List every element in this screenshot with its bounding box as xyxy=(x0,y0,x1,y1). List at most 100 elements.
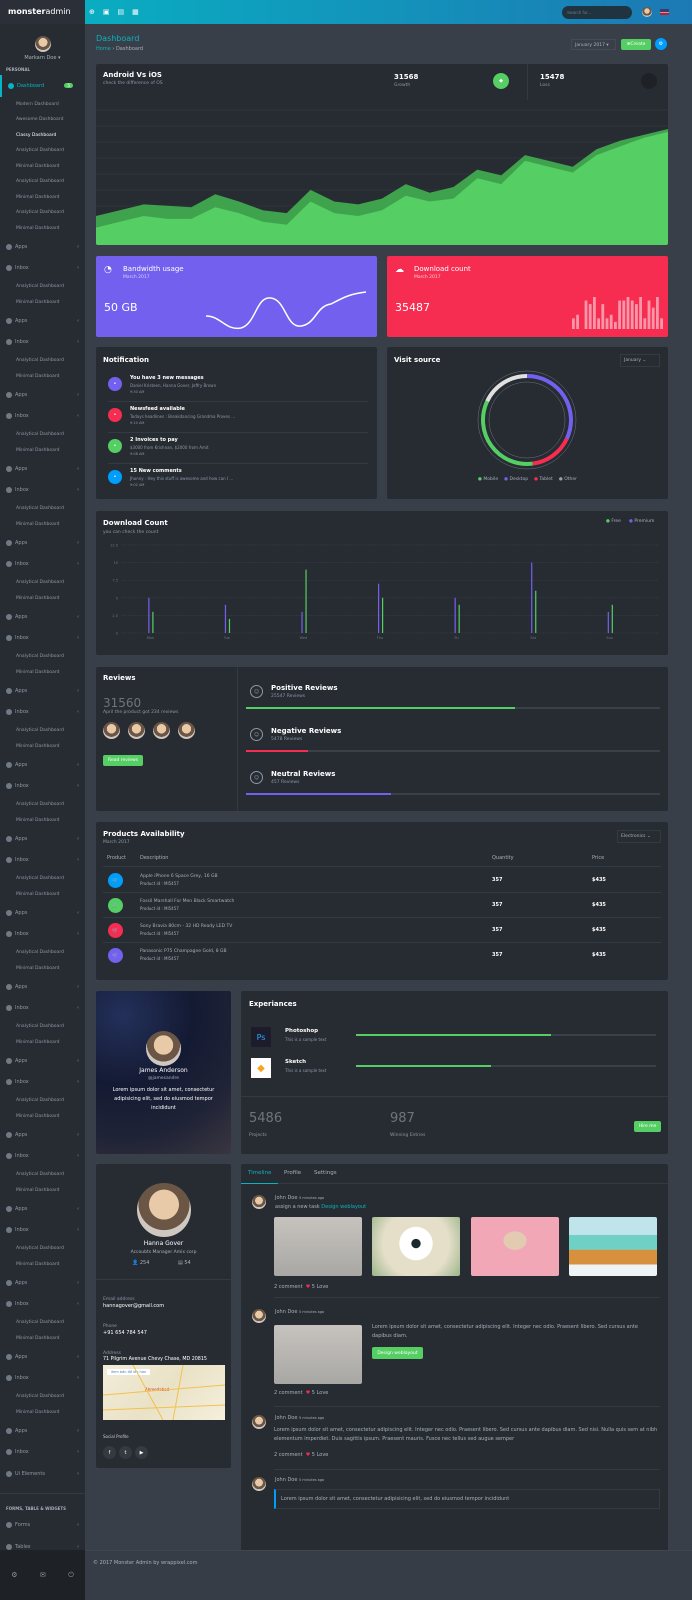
sidebar-item[interactable]: Inbox ‹ xyxy=(0,1146,85,1168)
sidebar-item[interactable]: Analytical Dashboard xyxy=(16,580,64,586)
sidebar-item[interactable]: Minimal Dashboard xyxy=(16,743,60,749)
logo[interactable]: monsteradmin xyxy=(0,0,85,24)
sidebar-item[interactable]: Inbox ‹ xyxy=(0,924,85,946)
cupcakes-photo[interactable] xyxy=(569,1217,657,1276)
sidebar-item[interactable]: Analytical Dashboard xyxy=(16,802,64,808)
sidebar-item[interactable]: Inbox ‹ xyxy=(0,332,85,354)
heart-icon[interactable]: ♥ xyxy=(305,1284,311,1290)
sidebar-item[interactable]: Minimal Dashboard xyxy=(16,225,60,231)
sidebar-item[interactable]: Analytical Dashboard xyxy=(16,654,64,660)
comment-link[interactable]: 2 comment xyxy=(274,1390,303,1396)
sidebar-item[interactable]: Forms ‹ xyxy=(0,1515,85,1537)
sidebar-item[interactable]: Inbox ‹ xyxy=(0,258,85,280)
sidebar-item[interactable]: Minimal Dashboard xyxy=(16,595,60,601)
sidebar-item[interactable]: Awesome Dashboard xyxy=(16,117,64,123)
sidebar-item[interactable]: Minimal Dashboard xyxy=(16,1261,60,1267)
sidebar-item[interactable]: Inbox ‹ xyxy=(0,1442,85,1464)
sidebar-item[interactable]: Minimal Dashboard xyxy=(16,163,60,169)
reviewer-avatar[interactable] xyxy=(128,722,145,739)
comment-link[interactable]: 2 comment xyxy=(274,1452,303,1458)
sidebar-user-name[interactable]: Markarn Doe ▾ xyxy=(24,55,61,61)
sidebar-item[interactable]: Apps ‹ xyxy=(0,1124,85,1146)
sidebar-item[interactable]: Apps ‹ xyxy=(0,1346,85,1368)
tab-profile[interactable]: Profile xyxy=(284,1170,302,1176)
sidebar-item[interactable]: Inbox ‹ xyxy=(0,850,85,872)
sidebar-item[interactable]: Inbox ‹ xyxy=(0,702,85,724)
ice-cream-photo[interactable] xyxy=(471,1217,559,1276)
sidebar-item[interactable]: Inbox ‹ xyxy=(0,628,85,650)
settings-button[interactable]: ⚙ xyxy=(655,38,667,50)
sidebar-item[interactable]: Inbox ‹ xyxy=(0,480,85,502)
message-icon[interactable]: ▣ xyxy=(102,8,110,16)
sidebar-item[interactable]: Minimal Dashboard xyxy=(16,965,60,971)
youtube-icon[interactable]: ▶ xyxy=(135,1446,148,1459)
sidebar-item[interactable]: Analytical Dashboard xyxy=(16,358,64,364)
sidebar-item[interactable]: Inbox ‹ xyxy=(0,554,85,576)
notification-item[interactable]: • You have 3 new messages Daniel Kristeen,… xyxy=(108,372,368,402)
notification-item[interactable]: • Newsfeed available Todays headlines : Br… xyxy=(108,403,368,433)
twitter-icon[interactable]: t xyxy=(119,1446,132,1459)
sidebar-item[interactable]: Analytical Dashboard xyxy=(16,1098,64,1104)
product-row[interactable]: 🛒 Fossil Marshall For Men Black Smartwatc… xyxy=(103,893,661,918)
sidebar-item[interactable]: Apps ‹ xyxy=(0,1272,85,1294)
sidebar-item[interactable]: Apps ‹ xyxy=(0,1420,85,1442)
sidebar-item[interactable]: Modern Dashboard xyxy=(16,101,59,107)
sidebar-item[interactable]: Tables ‹ xyxy=(0,1536,85,1550)
sidebar-item[interactable]: Inbox ‹ xyxy=(0,1368,85,1390)
sidebar-item[interactable]: Apps ‹ xyxy=(0,606,85,628)
heart-icon[interactable]: ♥ xyxy=(305,1390,311,1396)
reviewer-avatar[interactable] xyxy=(153,722,170,739)
reviewer-avatar[interactable] xyxy=(103,722,120,739)
sidebar-item[interactable]: Classy Dashboard xyxy=(16,132,57,138)
sidebar-item[interactable]: Analytical Dashboard xyxy=(16,179,64,185)
sidebar-item[interactable]: Minimal Dashboard xyxy=(16,817,60,823)
notification-item[interactable]: • 15 New comments Jhonny : Hey this stuff … xyxy=(108,465,368,495)
sidebar-item[interactable]: Minimal Dashboard xyxy=(16,299,60,305)
sidebar-item[interactable]: Apps ‹ xyxy=(0,310,85,332)
sidebar-item[interactable]: Analytical Dashboard xyxy=(16,876,64,882)
visit-month-select[interactable]: January ⌄ xyxy=(620,354,660,367)
product-row[interactable]: 🛒 Sony Bravia 80cm - 32 HD Ready LED TV Pr… xyxy=(103,918,661,943)
sidebar-item[interactable]: Apps ‹ xyxy=(0,236,85,258)
create-button[interactable]: ⊕ Create xyxy=(621,39,651,50)
sidebar-item[interactable]: Minimal Dashboard xyxy=(16,373,60,379)
facebook-icon[interactable]: f xyxy=(103,1446,116,1459)
sidebar-item[interactable]: Apps ‹ xyxy=(0,680,85,702)
read-reviews-button[interactable]: Read reviews xyxy=(103,755,143,766)
sidebar-item[interactable]: Apps ‹ xyxy=(0,976,85,998)
sidebar-item[interactable]: Apps ‹ xyxy=(0,902,85,924)
sidebar-item[interactable]: Apps ‹ xyxy=(0,1198,85,1220)
hire-me-button[interactable]: Hire me xyxy=(634,1121,661,1132)
tab-timeline[interactable]: Timeline xyxy=(241,1164,278,1184)
flag-icon[interactable] xyxy=(660,9,669,15)
sidebar-item[interactable]: Minimal Dashboard xyxy=(16,447,60,453)
sidebar-item[interactable]: Minimal Dashboard xyxy=(16,1335,60,1341)
back-icon[interactable]: ⊕ xyxy=(89,8,95,16)
sidebar-item[interactable]: Minimal Dashboard xyxy=(16,1187,60,1193)
sidebar-item[interactable]: Inbox ‹ xyxy=(0,776,85,798)
sidebar-item[interactable]: Analytical Dashboard xyxy=(16,284,64,290)
sidebar-item[interactable]: Analytical Dashboard xyxy=(16,432,64,438)
sidebar-item[interactable]: Minimal Dashboard xyxy=(16,1039,60,1045)
sidebar-item[interactable]: Apps ‹ xyxy=(0,754,85,776)
sidebar-item[interactable]: Apps ‹ xyxy=(0,1050,85,1072)
mail-icon[interactable]: ✉ xyxy=(39,1571,46,1579)
tab-settings[interactable]: Settings xyxy=(314,1170,337,1176)
sidebar-item[interactable]: Analytical Dashboard xyxy=(16,1172,64,1178)
sidebar-item[interactable]: Minimal Dashboard xyxy=(16,669,60,675)
sidebar-item[interactable]: Inbox ‹ xyxy=(0,1072,85,1094)
sidebar-item-dashboard[interactable]: Dashboard 5 xyxy=(0,75,85,97)
macarons-photo[interactable] xyxy=(274,1325,362,1384)
sidebar-item[interactable]: Analytical Dashboard xyxy=(16,1320,64,1326)
comment-link[interactable]: 2 comment xyxy=(274,1284,303,1290)
sidebar-item[interactable]: Analytical Dashboard xyxy=(16,1246,64,1252)
search-input[interactable] xyxy=(562,6,632,19)
location-map[interactable]: Xem bản đồ lớn hơn Ahmedabad xyxy=(103,1365,225,1420)
sidebar-item[interactable]: Inbox ‹ xyxy=(0,406,85,428)
sidebar-item[interactable]: Minimal Dashboard xyxy=(16,194,60,200)
sidebar-item[interactable]: Inbox ‹ xyxy=(0,1220,85,1242)
sidebar-item[interactable]: Minimal Dashboard xyxy=(16,521,60,527)
notification-item[interactable]: • 2 Invoices to pay $3000 from Krishnan, $… xyxy=(108,434,368,464)
sidebar-item[interactable]: Analytical Dashboard xyxy=(16,1024,64,1030)
breadcrumb-home[interactable]: Home xyxy=(96,46,111,52)
